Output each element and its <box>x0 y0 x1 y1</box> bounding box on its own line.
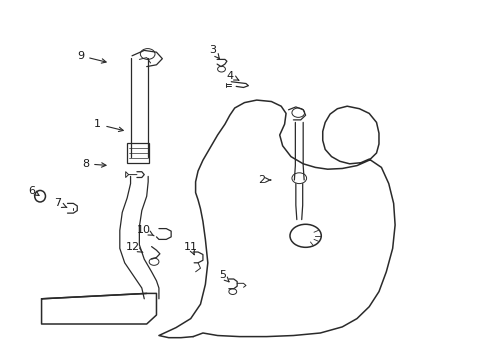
Text: 11: 11 <box>183 242 197 255</box>
Text: 2: 2 <box>258 175 270 185</box>
Text: 1: 1 <box>94 119 123 131</box>
Text: 10: 10 <box>137 225 154 236</box>
Text: 6: 6 <box>28 186 39 196</box>
Text: 7: 7 <box>54 198 67 208</box>
Bar <box>127 143 149 163</box>
Text: 3: 3 <box>209 45 219 59</box>
Text: 5: 5 <box>219 270 228 282</box>
Text: 8: 8 <box>82 159 106 169</box>
Text: 4: 4 <box>226 71 238 81</box>
Text: 12: 12 <box>126 242 142 252</box>
Text: 9: 9 <box>77 51 106 63</box>
